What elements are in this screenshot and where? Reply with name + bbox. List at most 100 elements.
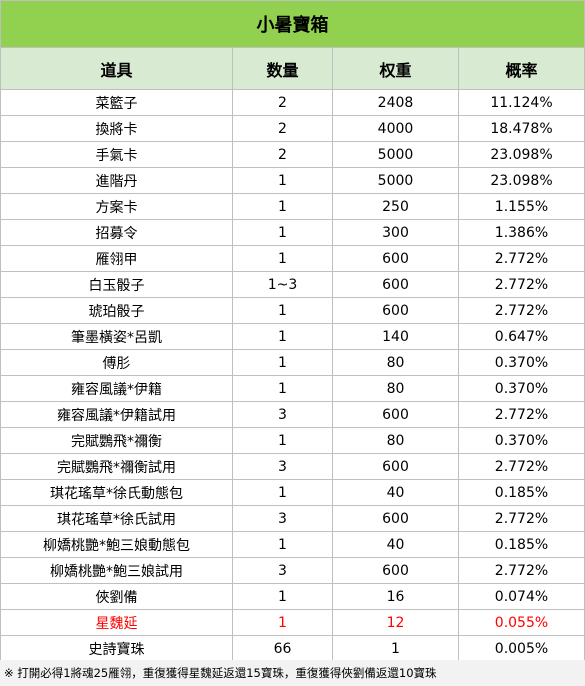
- quantity-cell: 1~3: [232, 271, 333, 298]
- probability-cell: 2.772%: [458, 271, 585, 298]
- quantity-cell: 2: [232, 141, 333, 168]
- quantity-cell: 66: [232, 635, 333, 662]
- weight-cell: 600: [332, 297, 459, 324]
- item-cell: 筆墨橫姿*呂凱: [0, 323, 233, 350]
- item-cell: 俠劉備: [0, 583, 233, 610]
- quantity-cell: 1: [232, 297, 333, 324]
- table-row: 琪花瑤草*徐氏動態包 1 40 0.185%: [0, 479, 585, 506]
- table-row: 雁翎甲 1 600 2.772%: [0, 245, 585, 272]
- item-cell: 柳嬌桃艷*鮑三娘動態包: [0, 531, 233, 558]
- table-row: 白玉骰子 1~3 600 2.772%: [0, 271, 585, 298]
- header-weight: 权重: [332, 47, 459, 90]
- header-quantity: 数量: [232, 47, 333, 90]
- probability-cell: 0.074%: [458, 583, 585, 610]
- quantity-cell: 1: [232, 323, 333, 350]
- quantity-cell: 3: [232, 505, 333, 532]
- table-row: 雍容風議*伊籍試用 3 600 2.772%: [0, 401, 585, 428]
- table-row: 史詩寶珠 66 1 0.005%: [0, 635, 585, 662]
- weight-cell: 600: [332, 271, 459, 298]
- probability-cell: 2.772%: [458, 401, 585, 428]
- probability-cell: 0.005%: [458, 635, 585, 662]
- weight-cell: 600: [332, 453, 459, 480]
- item-cell: 換將卡: [0, 115, 233, 142]
- table-row: 手氣卡 2 5000 23.098%: [0, 141, 585, 168]
- probability-cell: 0.055%: [458, 609, 585, 636]
- quantity-cell: 3: [232, 557, 333, 584]
- item-cell: 雁翎甲: [0, 245, 233, 272]
- table-row: 招募令 1 300 1.386%: [0, 219, 585, 246]
- table-row: 完賦鸚飛*禰衡 1 80 0.370%: [0, 427, 585, 454]
- footnote: ※ 打開必得1將魂25雁翎，重復獲得星魏延返還15寶珠，重復獲得俠劉備返還10寶…: [0, 660, 585, 686]
- weight-cell: 5000: [332, 141, 459, 168]
- table-row: 琥珀骰子 1 600 2.772%: [0, 297, 585, 324]
- weight-cell: 600: [332, 557, 459, 584]
- item-cell: 柳嬌桃艷*鮑三娘試用: [0, 557, 233, 584]
- quantity-cell: 1: [232, 479, 333, 506]
- item-cell: 琥珀骰子: [0, 297, 233, 324]
- quantity-cell: 1: [232, 427, 333, 454]
- weight-cell: 80: [332, 375, 459, 402]
- item-cell: 琪花瑤草*徐氏動態包: [0, 479, 233, 506]
- probability-cell: 2.772%: [458, 297, 585, 324]
- weight-cell: 5000: [332, 167, 459, 194]
- item-cell: 進階丹: [0, 167, 233, 194]
- quantity-cell: 3: [232, 401, 333, 428]
- weight-cell: 80: [332, 349, 459, 376]
- probability-cell: 2.772%: [458, 557, 585, 584]
- quantity-cell: 1: [232, 245, 333, 272]
- item-cell: 白玉骰子: [0, 271, 233, 298]
- table-row: 柳嬌桃艷*鮑三娘動態包 1 40 0.185%: [0, 531, 585, 558]
- probability-cell: 1.386%: [458, 219, 585, 246]
- table-row: 傅肜 1 80 0.370%: [0, 349, 585, 376]
- weight-cell: 80: [332, 427, 459, 454]
- item-cell: 雍容風議*伊籍: [0, 375, 233, 402]
- weight-cell: 600: [332, 245, 459, 272]
- table-title: 小暑寶箱: [0, 0, 585, 48]
- item-cell: 琪花瑤草*徐氏試用: [0, 505, 233, 532]
- probability-cell: 2.772%: [458, 245, 585, 272]
- table-row: 進階丹 1 5000 23.098%: [0, 167, 585, 194]
- header-row: 道具 数量 权重 概率: [0, 47, 585, 90]
- title-row: 小暑寶箱: [0, 0, 585, 48]
- quantity-cell: 2: [232, 115, 333, 142]
- probability-cell: 0.370%: [458, 427, 585, 454]
- probability-cell: 0.647%: [458, 323, 585, 350]
- table-row: 星魏延 1 12 0.055%: [0, 609, 585, 636]
- quantity-cell: 1: [232, 219, 333, 246]
- weight-cell: 600: [332, 505, 459, 532]
- probability-cell: 2.772%: [458, 505, 585, 532]
- item-cell: 完賦鸚飛*禰衡試用: [0, 453, 233, 480]
- probability-cell: 23.098%: [458, 167, 585, 194]
- weight-cell: 40: [332, 531, 459, 558]
- item-cell: 手氣卡: [0, 141, 233, 168]
- reward-table: 小暑寶箱 道具 数量 权重 概率 菜籃子 2 2408 11.124% 換將卡 2 4000…: [0, 0, 585, 662]
- quantity-cell: 1: [232, 193, 333, 220]
- weight-cell: 1: [332, 635, 459, 662]
- quantity-cell: 1: [232, 609, 333, 636]
- quantity-cell: 1: [232, 349, 333, 376]
- quantity-cell: 1: [232, 167, 333, 194]
- table-row: 完賦鸚飛*禰衡試用 3 600 2.772%: [0, 453, 585, 480]
- item-cell: 史詩寶珠: [0, 635, 233, 662]
- probability-cell: 11.124%: [458, 89, 585, 116]
- probability-cell: 0.185%: [458, 531, 585, 558]
- probability-cell: 2.772%: [458, 453, 585, 480]
- weight-cell: 40: [332, 479, 459, 506]
- quantity-cell: 1: [232, 583, 333, 610]
- item-cell: 傅肜: [0, 349, 233, 376]
- quantity-cell: 3: [232, 453, 333, 480]
- table-row: 柳嬌桃艷*鮑三娘試用 3 600 2.772%: [0, 557, 585, 584]
- item-cell: 雍容風議*伊籍試用: [0, 401, 233, 428]
- table-row: 換將卡 2 4000 18.478%: [0, 115, 585, 142]
- weight-cell: 250: [332, 193, 459, 220]
- weight-cell: 12: [332, 609, 459, 636]
- table-row: 方案卡 1 250 1.155%: [0, 193, 585, 220]
- table-body: 菜籃子 2 2408 11.124% 換將卡 2 4000 18.478% 手氣卡 2 5000 23…: [0, 89, 585, 662]
- quantity-cell: 1: [232, 531, 333, 558]
- quantity-cell: 2: [232, 89, 333, 116]
- header-probability: 概率: [458, 47, 585, 90]
- probability-cell: 18.478%: [458, 115, 585, 142]
- probability-cell: 0.185%: [458, 479, 585, 506]
- item-cell: 招募令: [0, 219, 233, 246]
